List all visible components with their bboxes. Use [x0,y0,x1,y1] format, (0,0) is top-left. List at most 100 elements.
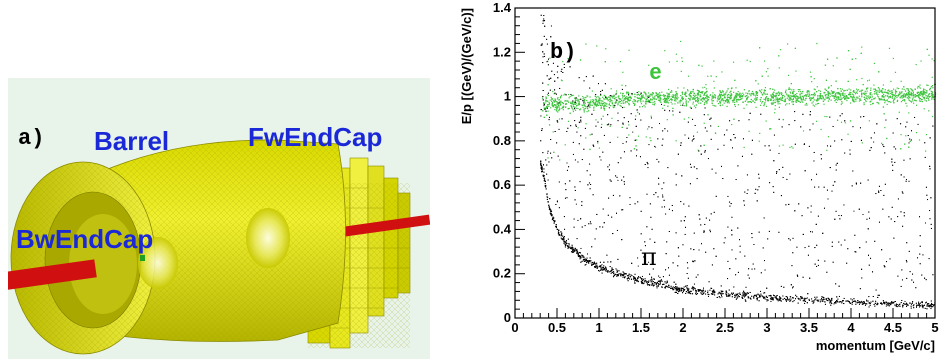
electron-point [714,94,716,96]
electron-point [644,101,647,103]
electron-point [866,80,869,82]
electron-point [693,105,696,107]
electron-point [585,43,587,45]
electron-point [702,97,705,99]
electron-point [887,92,889,95]
electron-point [703,122,705,124]
electron-point [840,93,842,95]
electron-point [556,103,558,105]
panel-b-chart: 0 0.5 1 1.5 2 2.5 3 3.5 4 4.5 5 0 0.2 0.4 0.6 0.8 1 1.2 1… [455,0,945,359]
electron-point [548,124,551,126]
electron-point [661,91,663,93]
electron-point [750,93,752,95]
electron-point [910,101,913,103]
electron-point [932,96,934,98]
electron-point [731,99,734,102]
electron-point [730,93,732,95]
electron-point [815,103,817,105]
electron-point [675,100,677,102]
electron-point [696,92,699,94]
electron-point [817,99,820,101]
electron-point [813,88,815,90]
electron-point [921,95,923,97]
electron-point [906,88,908,90]
electron-point [759,47,761,49]
electron-point [685,105,687,107]
electron-point [707,96,709,98]
electron-point [896,99,899,101]
electron-point [813,99,815,101]
electron-point [685,95,688,97]
electron-point [588,102,590,104]
electron-point [771,103,773,106]
electron-point [915,104,918,106]
electron-point [622,92,624,95]
electron-point [755,99,757,101]
electron-point [719,101,722,104]
electron-point [702,98,704,100]
electron-point [736,99,739,101]
electron-point [642,94,644,96]
electron-point [843,95,845,97]
electron-point [882,92,884,94]
electron-point [680,94,682,97]
electron-point [610,105,612,107]
electron-point [626,98,628,100]
electron-point [560,79,563,81]
electron-point [831,91,834,93]
electron-point [610,99,612,101]
electron-point [680,40,682,43]
electron-point [662,94,664,97]
electron-point [835,80,837,82]
electron-point [572,102,574,104]
electron-point [861,94,863,96]
electron-point [870,92,872,94]
electron-point [895,91,898,93]
electron-point [659,98,661,100]
electron-point [559,103,562,105]
electron-point [932,94,934,96]
electron-point [716,100,718,102]
electron-point [638,99,640,101]
electron-point [623,106,625,108]
electron-point [583,108,585,110]
electron-point [923,97,926,99]
electron-point [713,80,715,82]
electron-point [926,92,928,94]
electron-point [791,146,793,148]
electron-point [905,95,907,97]
electron-point [569,112,571,114]
electron-point [721,93,723,96]
electron-point [824,99,826,101]
electron-point [582,98,584,100]
electron-point [607,96,610,98]
electron-point [824,88,826,90]
electron-point [761,75,763,77]
electron-point [696,96,699,98]
electron-point [849,68,851,71]
electron-point [648,99,650,101]
electron-point [595,96,597,98]
electron-point [922,90,924,92]
electron-point [700,102,702,104]
electron-point [749,93,751,95]
electron-point [598,104,600,106]
electron-point [703,98,705,100]
pion-point [719,297,721,299]
beampipe-right [337,214,430,238]
electron-point [760,96,762,99]
electron-point [770,128,772,130]
electron-point [903,99,906,101]
electron-point [873,84,875,86]
electron-point [624,98,627,100]
electron-point [780,94,783,96]
electron-point [603,107,605,109]
electron-point [904,94,907,96]
electron-point [710,75,712,77]
electron-point [899,97,901,99]
electron-point [650,115,652,117]
electron-point [553,93,555,95]
electron-point [646,98,648,100]
electron-point [772,101,774,103]
electron-point [587,110,590,112]
